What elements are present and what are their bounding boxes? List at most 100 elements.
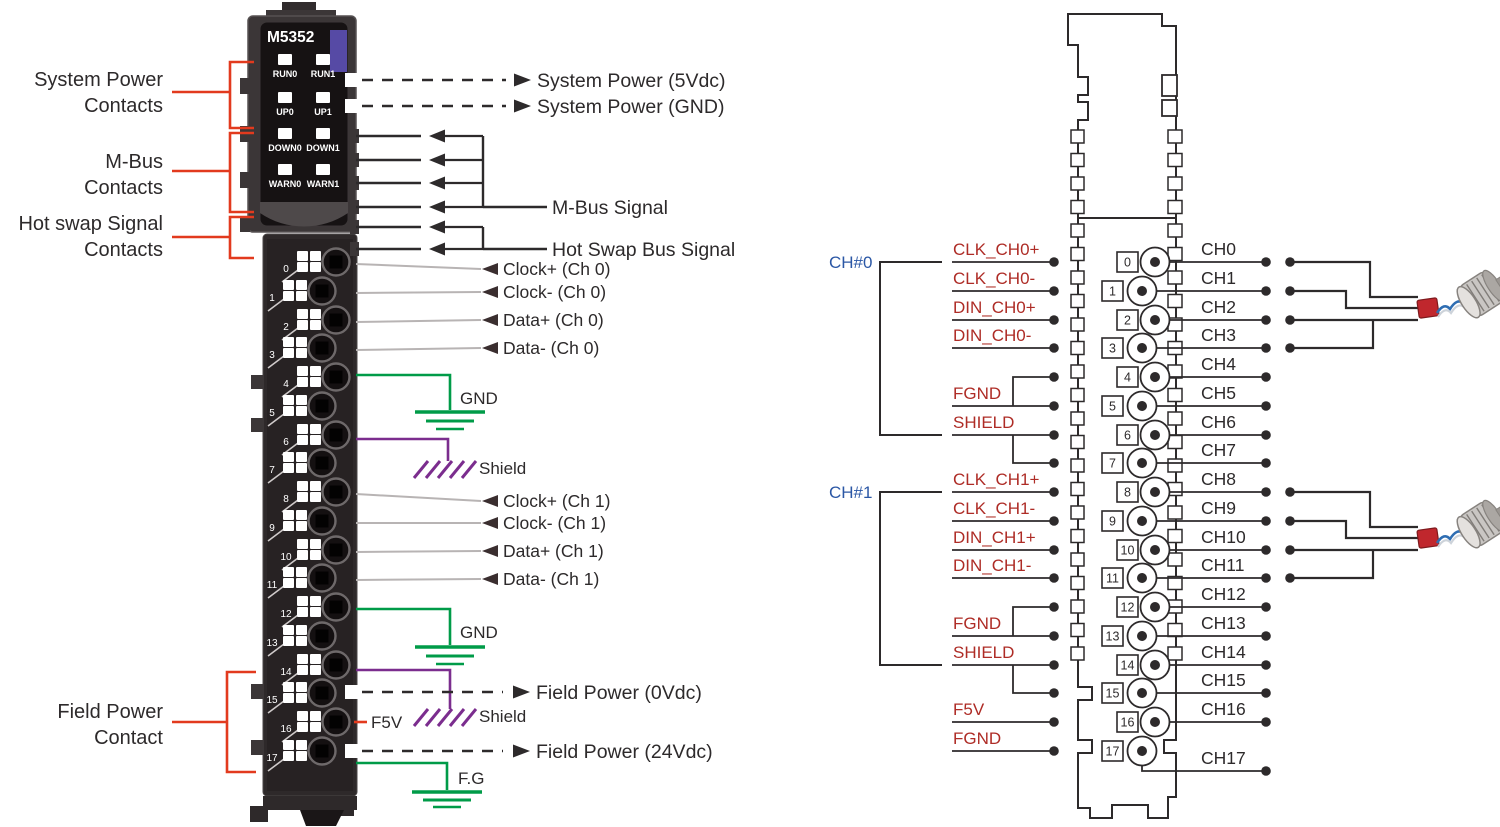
channel-label: CH3 bbox=[1201, 325, 1236, 345]
led-label: DOWN0 bbox=[268, 143, 302, 153]
terminal-socket-hole bbox=[329, 428, 343, 442]
edge-tooth bbox=[1070, 458, 1085, 473]
pin-number-box bbox=[1116, 366, 1139, 388]
encoder-stripe bbox=[1466, 514, 1485, 542]
channel-wire bbox=[355, 578, 482, 581]
led-indicator bbox=[316, 54, 330, 65]
wire-dot bbox=[1049, 688, 1059, 698]
wire-dot bbox=[1261, 343, 1271, 353]
module-model-label: M5352 bbox=[267, 29, 314, 46]
terminal-cross-icon bbox=[310, 722, 321, 732]
edge-tooth bbox=[1070, 246, 1085, 262]
wire-dot bbox=[1049, 573, 1059, 583]
pin-number: 6 bbox=[1124, 429, 1131, 443]
terminal-cross-icon bbox=[296, 636, 307, 646]
channel-signal-label: Data+ (Ch 0) bbox=[503, 310, 604, 330]
terminal-cross-icon bbox=[297, 711, 308, 721]
gnd-symbol-2 bbox=[356, 607, 485, 666]
edge-tooth bbox=[1167, 387, 1183, 403]
edge-tooth bbox=[1070, 434, 1085, 450]
wire-dot bbox=[1261, 286, 1271, 296]
edge-tooth bbox=[1167, 575, 1183, 591]
edge-tooth bbox=[1070, 505, 1085, 520]
led-label: RUN0 bbox=[273, 69, 298, 79]
fg-label: F.G bbox=[458, 769, 484, 788]
hotswap-contacts-label: Hot swap Signal bbox=[18, 213, 163, 235]
encoder-face bbox=[1456, 515, 1481, 549]
edge-tooth bbox=[1070, 129, 1085, 144]
left-annotation-labels: System Power Contacts M-Bus Contacts Hot… bbox=[18, 69, 163, 749]
sensor-wire bbox=[1290, 550, 1375, 580]
field-power-contact-label2: Contact bbox=[94, 727, 163, 749]
wire-dot bbox=[1049, 746, 1059, 756]
field-power-0v-label: Field Power (0Vdc) bbox=[536, 682, 702, 704]
arrow-left-icon bbox=[482, 314, 498, 326]
arrow-left-icon bbox=[482, 495, 498, 507]
encoder-stripe bbox=[1476, 507, 1495, 536]
terminal-cross-icon bbox=[297, 550, 308, 560]
pin-dot bbox=[1137, 286, 1147, 296]
terminal-socket-hole bbox=[329, 600, 343, 614]
shield-hatch-icon bbox=[424, 460, 442, 479]
signal-stub-wire bbox=[1012, 376, 1054, 406]
terminal-cross-icon bbox=[310, 665, 321, 675]
terminal-cross-icon bbox=[310, 366, 321, 376]
wire-dot bbox=[1261, 401, 1271, 411]
arrow-left-icon bbox=[482, 263, 498, 275]
terminal-cross-icon bbox=[296, 521, 307, 531]
wire-dot bbox=[1049, 286, 1059, 296]
f5v-label-left: F5V bbox=[371, 713, 403, 732]
wire-dot bbox=[1049, 372, 1059, 382]
terminal-cross-icon bbox=[283, 740, 294, 750]
channel-signal-label: Data- (Ch 1) bbox=[503, 569, 599, 589]
terminal-cross-icon bbox=[297, 481, 308, 491]
terminal-tick bbox=[267, 643, 285, 657]
pin-number-box bbox=[1116, 251, 1139, 273]
encoder-stripe bbox=[1476, 277, 1495, 306]
terminal-number: 7 bbox=[269, 465, 275, 476]
arrow-right-icon bbox=[513, 744, 530, 758]
edge-tooth bbox=[1070, 152, 1085, 168]
terminal-number: 15 bbox=[266, 695, 278, 706]
connector-signal-label: FGND bbox=[953, 384, 1001, 403]
connector-signal-label: DIN_CH0+ bbox=[953, 298, 1036, 317]
terminal-cross-icon bbox=[283, 395, 294, 405]
connector-outline bbox=[1067, 13, 1183, 819]
connector-signal-label: CLK_CH1+ bbox=[953, 470, 1040, 489]
led-indicator bbox=[316, 92, 330, 103]
wire-dot bbox=[1049, 458, 1059, 468]
terminal-socket-hole bbox=[329, 370, 343, 384]
terminal-cross-icon bbox=[283, 521, 294, 531]
wire-dot bbox=[1049, 516, 1059, 526]
terminal-cross-icon bbox=[297, 539, 308, 549]
channel-signal-label: Data- (Ch 0) bbox=[503, 338, 599, 358]
ch1-group-label: CH#1 bbox=[829, 483, 872, 502]
hotswap-contacts-label2: Contacts bbox=[84, 239, 163, 261]
terminal-cross-icon bbox=[283, 751, 294, 761]
terminal-socket-hole bbox=[315, 399, 329, 413]
sensor-wire bbox=[1290, 519, 1418, 540]
channel-wire bbox=[355, 347, 482, 351]
pin-number: 3 bbox=[1109, 342, 1116, 356]
terminal-cross-icon bbox=[283, 291, 294, 301]
terminal-cross-icon bbox=[297, 366, 308, 376]
cable-ferrule-icon bbox=[1416, 297, 1440, 319]
encoder-stripe bbox=[1466, 284, 1485, 312]
terminal-tick bbox=[267, 470, 285, 484]
led-label: UP1 bbox=[314, 107, 332, 117]
contact-nub bbox=[350, 200, 359, 214]
channel-label: CH4 bbox=[1201, 354, 1236, 374]
terminal-tick bbox=[267, 355, 285, 369]
mbus-signal-label: M-Bus Signal bbox=[552, 197, 668, 219]
twisted-wire-icon bbox=[1437, 304, 1465, 318]
edge-tooth bbox=[1070, 552, 1085, 567]
pin-dot bbox=[1137, 746, 1147, 756]
terminal-cross-icon bbox=[310, 309, 321, 319]
terminal-cross-icon bbox=[310, 654, 321, 664]
edge-tooth bbox=[1070, 270, 1085, 285]
channel-label: CH10 bbox=[1201, 527, 1246, 547]
terminal-cross-icon bbox=[297, 262, 308, 272]
pin-dot bbox=[1150, 430, 1160, 440]
